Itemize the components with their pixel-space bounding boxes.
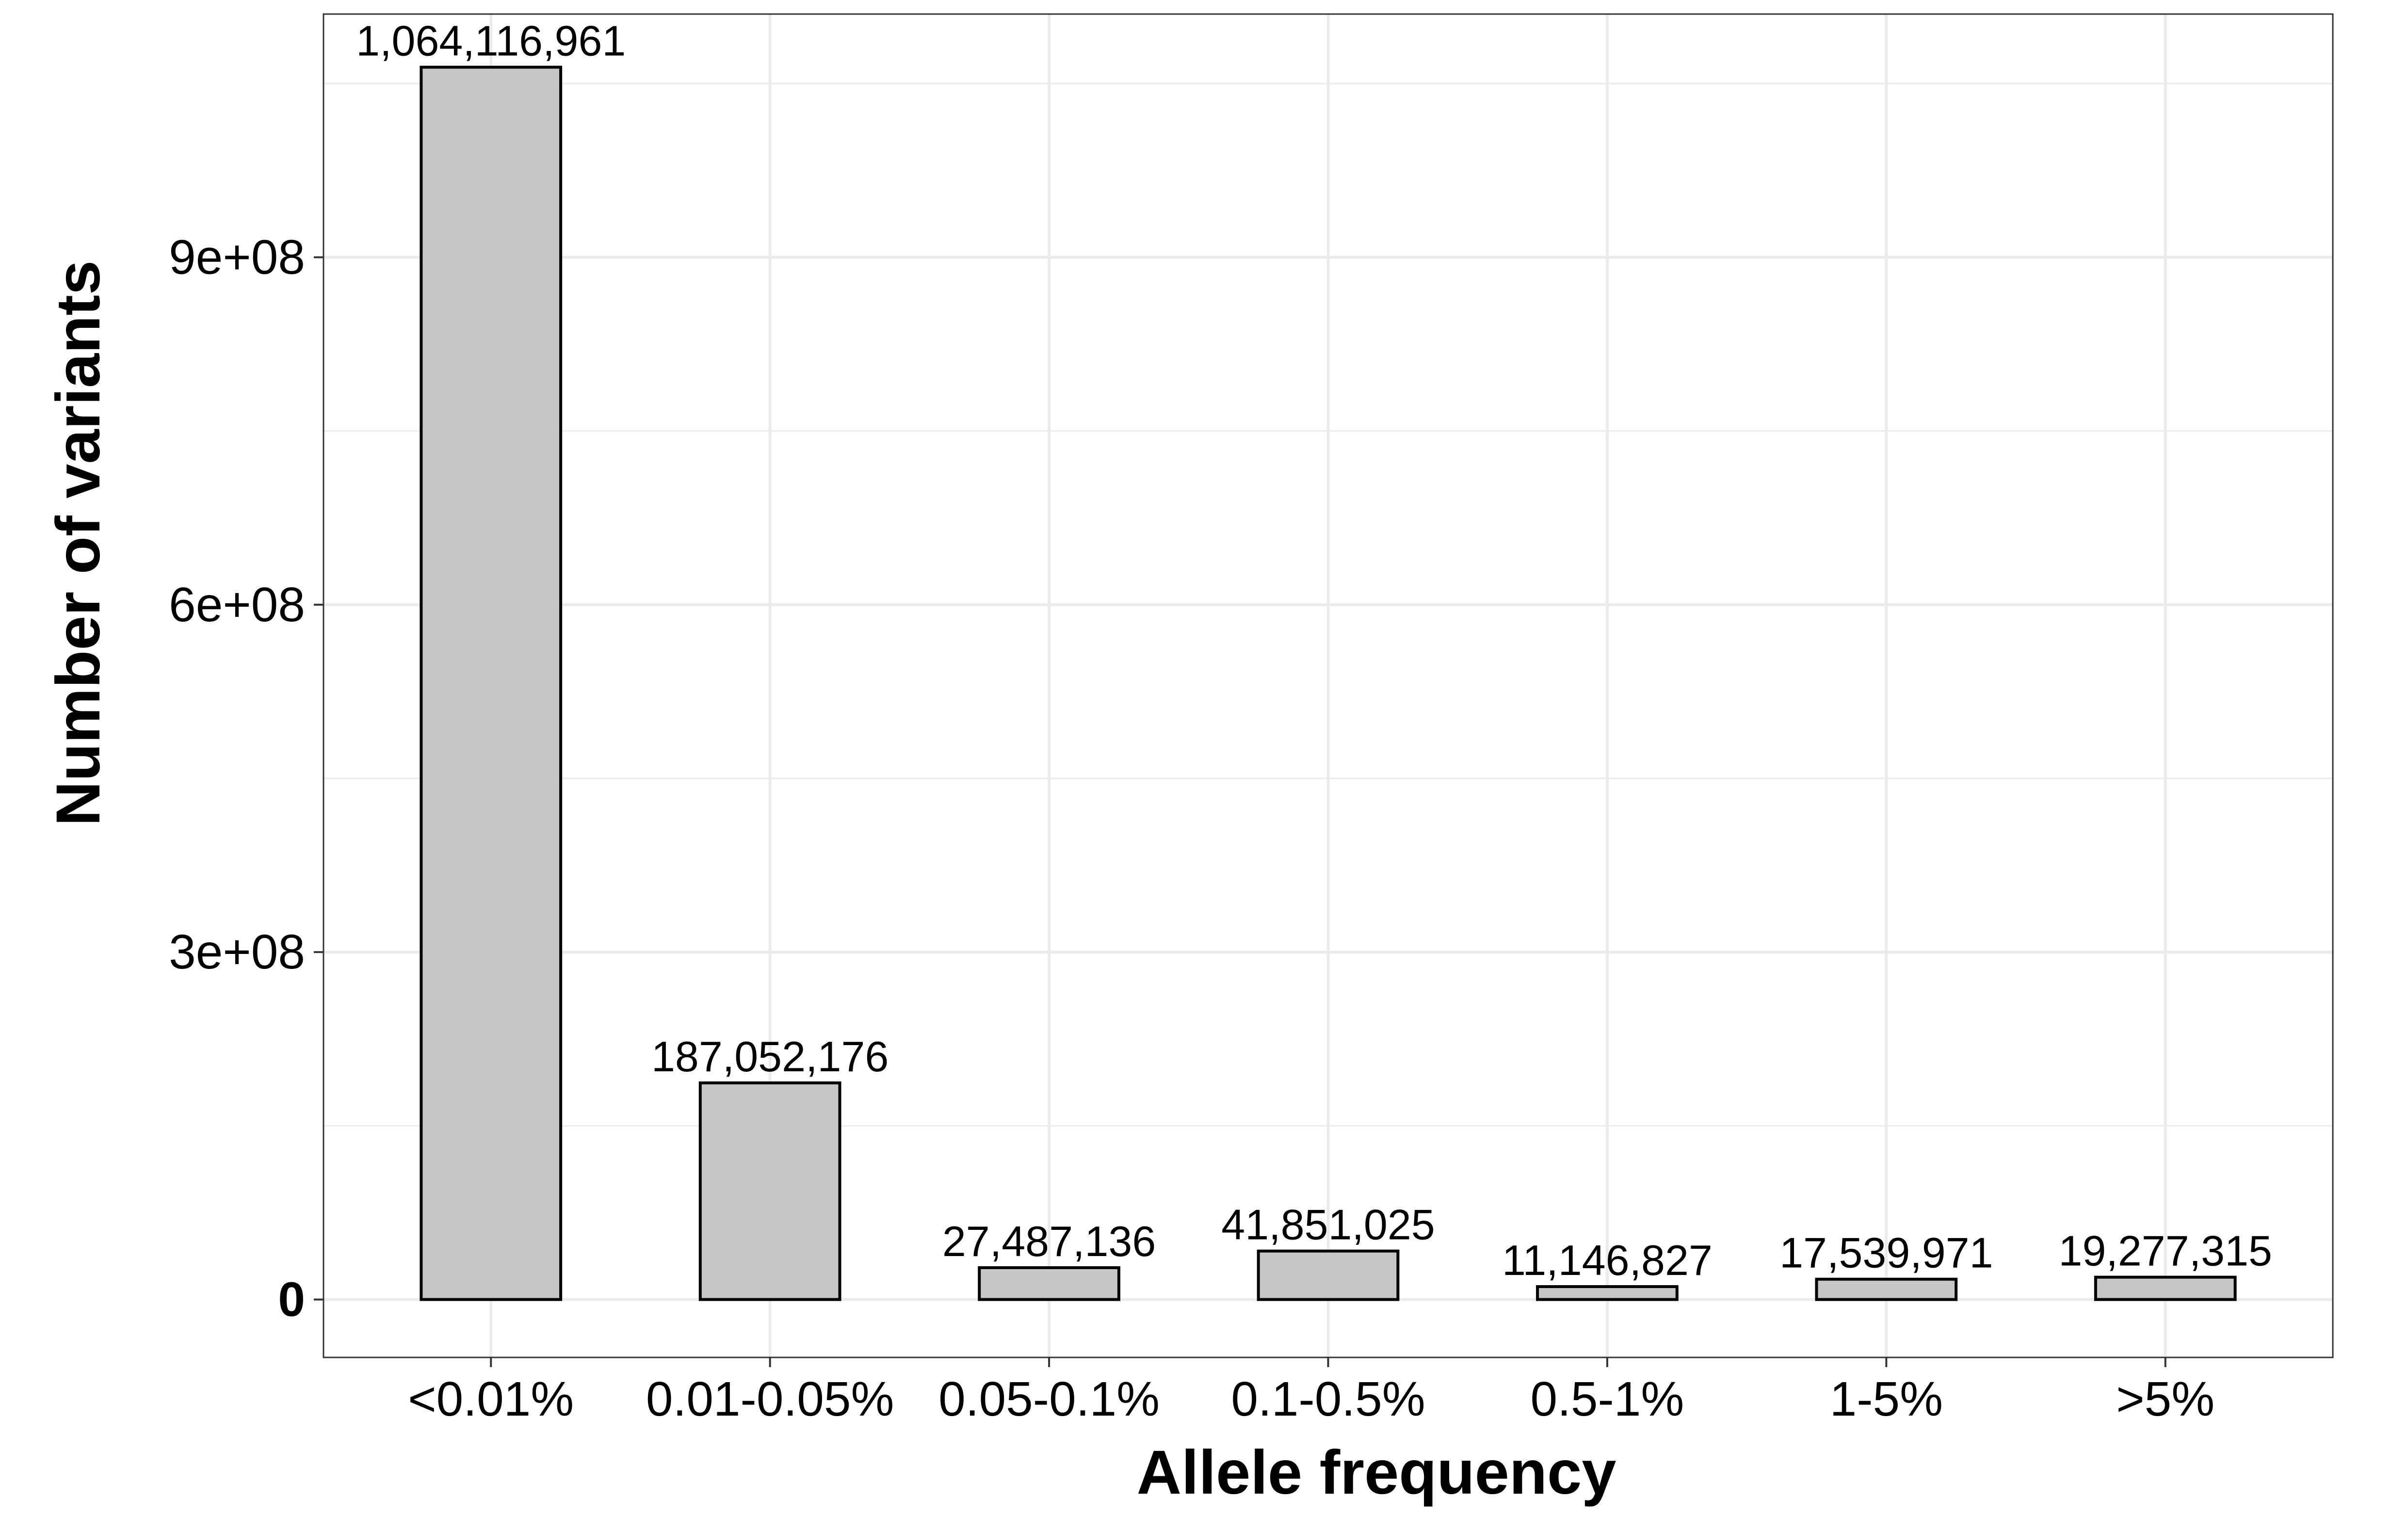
data-labels: 1,064,116,961 187,052,176 27,487,136 41,851… bbox=[356, 17, 2272, 1284]
x-axis-title: Allele frequency bbox=[1137, 1438, 1616, 1507]
y-axis-ticks: 0 3e+08 6e+08 9e+08 bbox=[169, 230, 323, 1327]
bar-value-label: 11,146,827 bbox=[1502, 1236, 1713, 1284]
y-tick-label: 9e+08 bbox=[169, 230, 305, 284]
x-tick-label: 1-5% bbox=[1830, 1372, 1943, 1426]
bar-value-label: 27,487,136 bbox=[942, 1217, 1156, 1265]
y-tick-label: 0 bbox=[278, 1273, 305, 1327]
x-tick-label: 0.05-0.1% bbox=[938, 1372, 1160, 1426]
x-axis-ticks: <0.01% 0.01-0.05% 0.05-0.1% 0.1-0.5% 0.5-1% 1… bbox=[408, 1357, 2214, 1426]
bar bbox=[1536, 1285, 1679, 1301]
bar-value-label: 1,064,116,961 bbox=[356, 17, 626, 65]
x-tick-label: 0.1-0.5% bbox=[1231, 1372, 1425, 1426]
bar-value-label: 187,052,176 bbox=[651, 1032, 889, 1081]
y-axis-title: Number of variants bbox=[44, 260, 113, 826]
bar bbox=[420, 65, 563, 1301]
x-tick-label: 0.5-1% bbox=[1530, 1372, 1684, 1426]
bars bbox=[420, 65, 2237, 1301]
x-tick-label: <0.01% bbox=[408, 1372, 574, 1426]
bar bbox=[2094, 1275, 2237, 1301]
bar bbox=[978, 1266, 1120, 1301]
bar-value-label: 19,277,315 bbox=[2059, 1227, 2272, 1275]
x-tick-label: 0.01-0.05% bbox=[646, 1372, 894, 1426]
y-tick-label: 6e+08 bbox=[169, 578, 305, 632]
bar-value-label: 17,539,971 bbox=[1779, 1229, 1993, 1277]
x-tick-label: >5% bbox=[2116, 1372, 2214, 1426]
bar bbox=[1815, 1277, 1958, 1301]
y-tick-label: 3e+08 bbox=[169, 925, 305, 979]
bar bbox=[1257, 1249, 1400, 1301]
bar bbox=[698, 1081, 841, 1301]
bar-value-label: 41,851,025 bbox=[1221, 1201, 1435, 1249]
